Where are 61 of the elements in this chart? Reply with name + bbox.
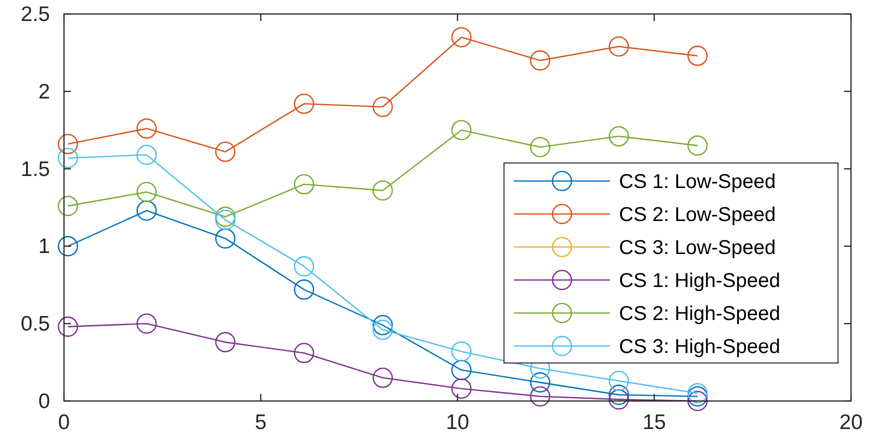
legend-label: CS 3: High-Speed <box>619 336 780 358</box>
legend-label: CS 2: Low-Speed <box>619 204 776 226</box>
x-tick-label: 10 <box>446 411 470 434</box>
point <box>372 96 393 118</box>
point <box>294 174 314 194</box>
point <box>687 46 708 66</box>
point <box>608 384 629 405</box>
point <box>136 313 157 334</box>
point <box>136 182 157 202</box>
point <box>451 341 472 362</box>
point <box>294 256 314 276</box>
point <box>608 389 629 410</box>
point <box>215 228 236 249</box>
point <box>530 386 550 407</box>
point <box>451 360 472 380</box>
point <box>687 386 708 407</box>
y-tick-label: 0 <box>38 390 50 413</box>
point <box>608 36 629 57</box>
legend-label: CS 1: High-Speed <box>619 270 780 292</box>
point <box>58 148 78 168</box>
point <box>294 94 314 114</box>
point <box>530 50 550 71</box>
point <box>215 332 236 352</box>
point <box>372 320 393 340</box>
legend-label: CS 1: Low-Speed <box>619 171 776 193</box>
x-tick-label: 20 <box>839 411 863 434</box>
x-tick-label: 15 <box>642 411 666 434</box>
point <box>294 342 314 364</box>
point <box>608 370 629 392</box>
point <box>136 144 157 166</box>
legend-label: CS 2: High-Speed <box>619 303 780 325</box>
y-tick-label: 0.5 <box>20 312 50 336</box>
point <box>136 118 157 139</box>
y-tick-label: 1 <box>38 235 50 258</box>
point <box>372 315 393 336</box>
point <box>136 200 157 221</box>
y-tick-label: 1.5 <box>20 158 50 181</box>
legend-label: CS 3: Low-Speed <box>619 237 776 259</box>
point <box>608 126 629 146</box>
point <box>451 27 472 48</box>
point <box>372 180 393 201</box>
point <box>215 142 236 162</box>
point <box>58 196 78 216</box>
x-tick-label: 5 <box>254 411 267 434</box>
point <box>294 279 314 300</box>
point <box>215 210 236 230</box>
x-tick-label: 0 <box>58 411 70 434</box>
y-tick-label: 2 <box>38 80 50 104</box>
point <box>451 120 472 140</box>
point <box>687 383 708 404</box>
y-tick-label: 2.5 <box>20 3 50 26</box>
point <box>687 135 708 156</box>
point <box>58 236 78 256</box>
point <box>451 378 472 399</box>
point <box>215 206 236 227</box>
point <box>530 372 550 393</box>
point <box>372 368 393 388</box>
point <box>530 136 550 158</box>
point <box>58 316 78 337</box>
point <box>58 134 78 154</box>
point <box>687 390 708 412</box>
